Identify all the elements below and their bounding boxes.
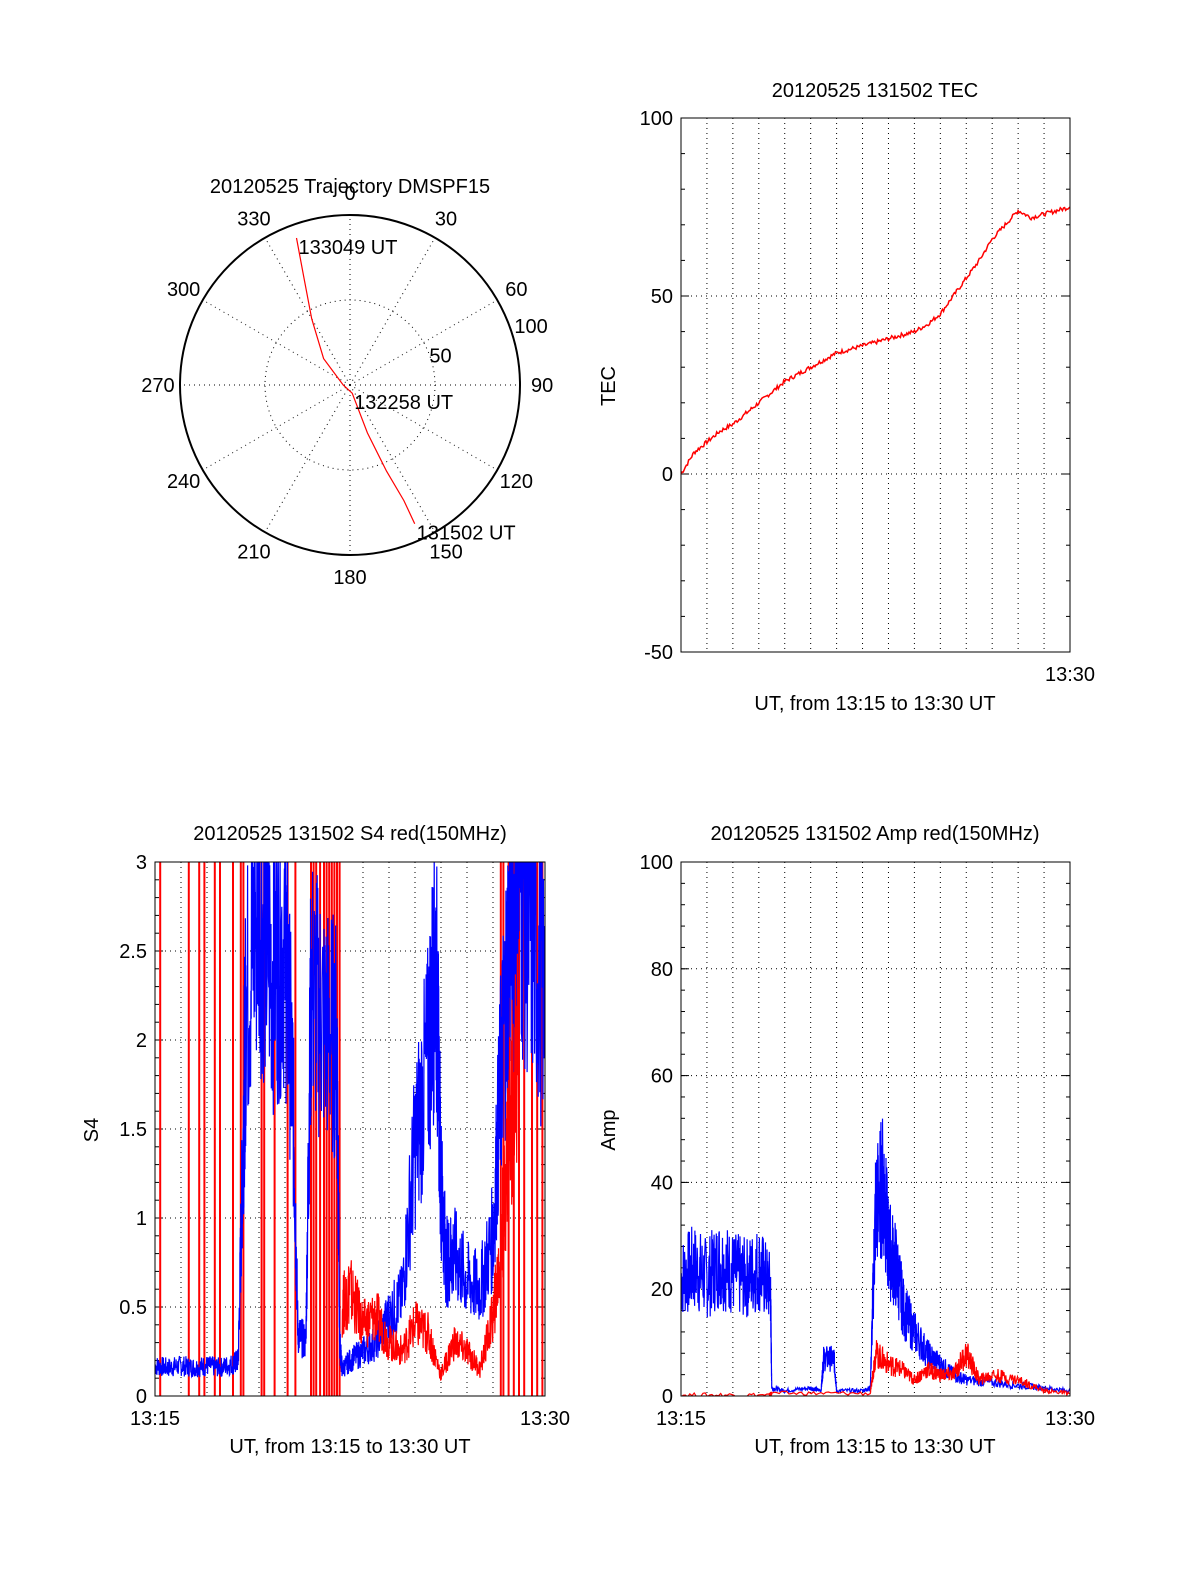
amp-plot-area <box>681 1118 1070 1396</box>
polar-angle-label: 210 <box>237 541 270 563</box>
tec-ylabel: TEC <box>598 366 620 406</box>
amp-title: 20120525 131502 Amp red(150MHz) <box>710 823 1039 845</box>
tec-title: 20120525 131502 TEC <box>772 80 978 102</box>
polar-angle-label: 90 <box>531 375 553 397</box>
polar-spoke <box>349 384 498 471</box>
s4-ytick-label: 1.5 <box>119 1119 147 1141</box>
polar-spoke <box>264 384 351 533</box>
tec-series-red-line <box>681 206 1070 475</box>
s4-ylabel: S4 <box>81 1118 103 1142</box>
tec-xtick-label: 13:30 <box>1045 664 1095 686</box>
tec-chart: 20120525 131502 TEC UT, from 13:15 to 13… <box>598 80 1095 715</box>
polar-spoke <box>202 299 351 386</box>
s4-ytick-label: 0 <box>136 1386 147 1408</box>
polar-radial-label: 100 <box>514 316 547 338</box>
polar-spoke <box>349 384 436 533</box>
s4-ytick-label: 1 <box>136 1208 147 1230</box>
s4-ytick-label: 0.5 <box>119 1297 147 1319</box>
trajectory-time-label: 132258 UT <box>354 392 453 414</box>
tec-ytick-label: 0 <box>662 464 673 486</box>
polar-spoke <box>264 237 351 386</box>
amp-ytick-label: 20 <box>651 1279 673 1301</box>
polar-spoke <box>349 237 436 386</box>
polar-spoke <box>349 299 498 386</box>
amp-xtick-label: 13:15 <box>656 1408 706 1430</box>
polar-angle-label: 120 <box>500 471 533 493</box>
polar-angle-label: 150 <box>429 541 462 563</box>
amp-ytick-label: 40 <box>651 1172 673 1194</box>
s4-axes-frame <box>154 861 546 1397</box>
polar-angle-label: 240 <box>167 471 200 493</box>
s4-chart: 20120525 131502 S4 red(150MHz) UT, from … <box>81 823 570 1458</box>
polar-angle-label: 180 <box>333 567 366 589</box>
s4-series-red-line <box>341 953 520 1381</box>
trajectory-time-label: 133049 UT <box>299 237 398 259</box>
amp-xlabel: UT, from 13:15 to 13:30 UT <box>754 1436 995 1458</box>
amp-ytick-label: 60 <box>651 1066 673 1088</box>
tec-ytick-label: 100 <box>640 108 673 130</box>
s4-ytick-label: 2 <box>136 1030 147 1052</box>
trajectory-title: 20120525 Trajectory DMSPF15 <box>210 176 490 198</box>
amp-axes-frame <box>680 861 1071 1397</box>
trajectory-polar-chart: 20120525 Trajectory DMSPF15 0 30 60 90 120 15… <box>141 176 553 589</box>
tec-plot-area <box>681 206 1070 475</box>
s4-xtick-label: 13:30 <box>520 1408 570 1430</box>
tec-xlabel: UT, from 13:15 to 13:30 UT <box>754 693 995 715</box>
amp-ylabel: Amp <box>598 1109 620 1150</box>
polar-spoke <box>202 384 351 471</box>
trajectory-time-label: 131502 UT <box>417 523 516 545</box>
polar-radial-label: 50 <box>429 346 451 368</box>
polar-angle-label: 60 <box>505 279 527 301</box>
polar-angle-label: 30 <box>435 209 457 231</box>
amp-xtick-label: 13:30 <box>1045 1408 1095 1430</box>
amp-chart: 20120525 131502 Amp red(150MHz) UT, from… <box>598 823 1095 1458</box>
tec-ytick-label: -50 <box>644 642 673 664</box>
s4-plot-area <box>155 862 545 1396</box>
s4-series-blue-line <box>155 862 545 1379</box>
amp-ytick-label: 80 <box>651 959 673 981</box>
trajectory-line <box>295 237 416 524</box>
amp-ytick-label: 100 <box>640 852 673 874</box>
polar-angle-label: 300 <box>167 279 200 301</box>
tec-ytick-label: 50 <box>651 286 673 308</box>
s4-ytick-label: 2.5 <box>119 941 147 963</box>
s4-title: 20120525 131502 S4 red(150MHz) <box>193 823 507 845</box>
amp-ytick-label: 0 <box>662 1386 673 1408</box>
amp-series-red-line <box>681 1340 1070 1396</box>
tec-axes-frame <box>680 117 1071 653</box>
s4-xlabel: UT, from 13:15 to 13:30 UT <box>229 1436 470 1458</box>
s4-xtick-label: 13:15 <box>130 1408 180 1430</box>
polar-angle-label: 270 <box>141 375 174 397</box>
polar-angle-label: 0 <box>344 183 355 205</box>
s4-ytick-label: 3 <box>136 852 147 874</box>
polar-outer-circle <box>179 214 521 556</box>
polar-angle-label: 330 <box>237 209 270 231</box>
